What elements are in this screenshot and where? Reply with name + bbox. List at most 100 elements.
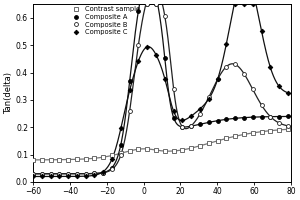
Contrast sample bbox=[58, 158, 61, 161]
Contrast sample bbox=[136, 148, 140, 150]
Composite C bbox=[58, 175, 61, 178]
Contrast sample bbox=[277, 129, 281, 131]
Composite B bbox=[189, 125, 193, 127]
Composite A bbox=[207, 121, 211, 124]
Composite B bbox=[119, 154, 123, 156]
Composite A bbox=[242, 116, 246, 119]
Composite C bbox=[286, 92, 290, 94]
Contrast sample bbox=[286, 128, 290, 130]
Composite B bbox=[154, 3, 158, 5]
Composite B bbox=[31, 173, 35, 175]
Composite A bbox=[277, 115, 281, 118]
Composite A bbox=[128, 80, 131, 82]
Contrast sample bbox=[84, 158, 88, 160]
Line: Composite C: Composite C bbox=[31, 3, 290, 178]
Composite A bbox=[110, 166, 114, 169]
Contrast sample bbox=[181, 149, 184, 151]
Composite C bbox=[110, 158, 114, 160]
Composite C bbox=[189, 115, 193, 117]
Composite B bbox=[268, 115, 272, 118]
Composite A bbox=[58, 173, 61, 175]
Composite B bbox=[84, 172, 88, 175]
Composite A bbox=[181, 126, 184, 128]
Composite A bbox=[146, 3, 149, 5]
Contrast sample bbox=[40, 159, 44, 161]
Contrast sample bbox=[119, 152, 123, 154]
Composite B bbox=[146, 3, 149, 5]
Composite C bbox=[181, 119, 184, 122]
Composite A bbox=[268, 115, 272, 118]
Composite A bbox=[225, 118, 228, 121]
Composite B bbox=[101, 172, 105, 174]
Contrast sample bbox=[110, 154, 114, 157]
Composite B bbox=[40, 173, 44, 175]
Composite B bbox=[128, 110, 131, 112]
Composite B bbox=[242, 72, 246, 75]
Contrast sample bbox=[75, 158, 79, 161]
Composite C bbox=[128, 89, 131, 92]
Line: Composite A: Composite A bbox=[31, 2, 290, 176]
Line: Contrast sample: Contrast sample bbox=[31, 127, 290, 162]
Composite A bbox=[216, 119, 219, 122]
Composite C bbox=[93, 174, 96, 176]
Composite B bbox=[136, 44, 140, 46]
Contrast sample bbox=[260, 130, 263, 133]
Composite A bbox=[75, 173, 79, 175]
Composite C bbox=[163, 78, 166, 80]
Contrast sample bbox=[66, 158, 70, 161]
Contrast sample bbox=[154, 149, 158, 151]
Contrast sample bbox=[233, 135, 237, 137]
Composite C bbox=[136, 60, 140, 62]
Composite B bbox=[49, 173, 52, 175]
Composite C bbox=[198, 108, 202, 110]
Contrast sample bbox=[49, 159, 52, 161]
Composite C bbox=[66, 175, 70, 178]
Composite B bbox=[277, 122, 281, 124]
Composite B bbox=[225, 65, 228, 68]
Composite B bbox=[93, 172, 96, 175]
Composite A bbox=[93, 172, 96, 175]
Composite A bbox=[172, 116, 175, 119]
Composite C bbox=[119, 127, 123, 130]
Composite C bbox=[40, 175, 44, 178]
Composite B bbox=[198, 113, 202, 115]
Composite C bbox=[146, 46, 149, 48]
Composite C bbox=[101, 170, 105, 173]
Composite A bbox=[31, 173, 35, 175]
Composite B bbox=[66, 173, 70, 175]
Y-axis label: Tan(delta): Tan(delta) bbox=[4, 72, 13, 114]
Composite A bbox=[260, 116, 263, 118]
Contrast sample bbox=[146, 148, 149, 150]
Composite C bbox=[75, 175, 79, 178]
Composite A bbox=[84, 172, 88, 175]
Composite B bbox=[181, 126, 184, 128]
Composite C bbox=[277, 85, 281, 88]
Contrast sample bbox=[242, 133, 246, 136]
Composite B bbox=[207, 96, 211, 98]
Contrast sample bbox=[198, 145, 202, 147]
Composite C bbox=[251, 3, 254, 5]
Composite A bbox=[49, 173, 52, 175]
Composite A bbox=[233, 117, 237, 120]
Legend: Contrast sample, Composite A, Composite B, Composite C: Contrast sample, Composite A, Composite … bbox=[70, 6, 141, 36]
Composite C bbox=[225, 43, 228, 45]
Contrast sample bbox=[268, 129, 272, 132]
Composite B bbox=[286, 125, 290, 127]
Composite B bbox=[163, 15, 166, 17]
Composite C bbox=[233, 3, 237, 5]
Composite B bbox=[216, 78, 219, 81]
Composite B bbox=[75, 173, 79, 175]
Composite A bbox=[251, 116, 254, 118]
Composite A bbox=[136, 9, 140, 12]
Composite A bbox=[66, 173, 70, 175]
Composite C bbox=[49, 175, 52, 178]
Composite B bbox=[172, 88, 175, 90]
Contrast sample bbox=[251, 132, 254, 134]
Composite A bbox=[154, 3, 158, 5]
Contrast sample bbox=[163, 150, 166, 152]
Composite A bbox=[198, 123, 202, 125]
Composite C bbox=[172, 110, 175, 112]
Composite C bbox=[154, 54, 158, 56]
Composite B bbox=[251, 88, 254, 91]
Contrast sample bbox=[93, 157, 96, 159]
